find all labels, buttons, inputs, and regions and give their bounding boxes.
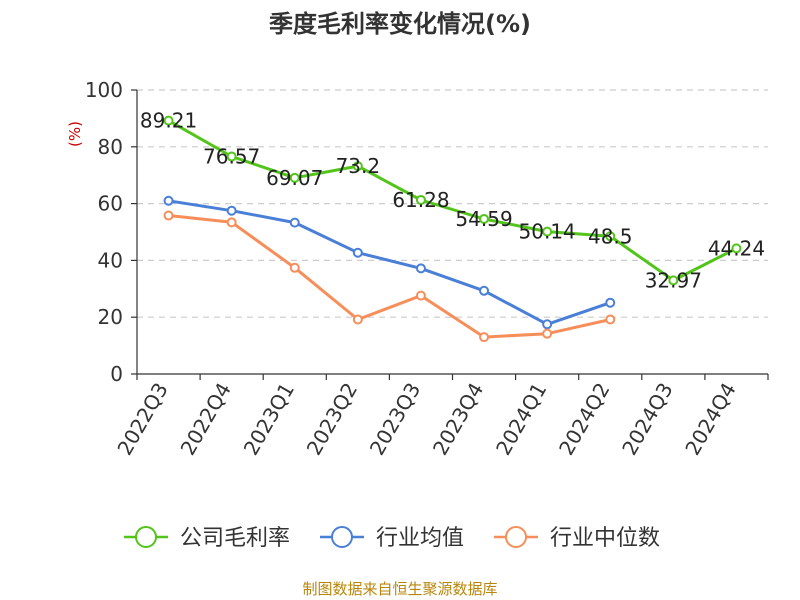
legend-swatch-marker	[135, 526, 157, 548]
data-point	[542, 328, 553, 339]
legend-label: 行业均值	[376, 526, 464, 551]
x-tick-label: 2024Q3	[617, 379, 677, 460]
data-label: 54.59	[455, 207, 512, 231]
data-point	[352, 247, 363, 258]
legend-swatch-marker	[505, 526, 527, 548]
data-label: 73.2	[336, 154, 381, 178]
x-tick-label: 2024Q1	[491, 379, 551, 460]
data-point	[226, 151, 237, 162]
legend-label: 行业中位数	[550, 526, 660, 551]
data-label: 61.28	[392, 188, 449, 212]
series-lines	[167, 119, 738, 339]
data-point	[415, 263, 426, 274]
x-tick-label: 2023Q3	[365, 379, 425, 460]
chart-title: 季度毛利率变化情况(%)	[269, 10, 531, 38]
series-line-1	[168, 199, 611, 326]
data-label: 69.07	[266, 166, 323, 190]
x-tick-label: 2023Q1	[239, 379, 299, 460]
data-label: 32.97	[645, 268, 702, 292]
x-tick-label: 2022Q4	[176, 379, 236, 460]
data-point	[352, 161, 363, 172]
data-point	[605, 297, 616, 308]
data-point	[163, 210, 174, 221]
legend-label: 公司毛利率	[180, 526, 290, 551]
x-tick-label: 2024Q2	[554, 379, 614, 460]
legend-item-2: 行业中位数	[494, 526, 660, 551]
y-tick-labels: 0 20 40 60 80 100	[85, 78, 123, 386]
data-point	[289, 262, 300, 273]
data-label: 50.14	[519, 220, 576, 244]
y-axis-label: (%)	[66, 121, 84, 147]
y-tick-label: 20	[98, 305, 123, 329]
data-point	[479, 213, 490, 224]
series-points	[163, 115, 742, 343]
x-tick-label: 2023Q2	[302, 379, 362, 460]
data-point	[415, 290, 426, 301]
y-tick-label: 80	[98, 135, 123, 159]
source-note: 制图数据来自恒生聚源数据库	[302, 580, 497, 598]
y-tick-label: 0	[110, 362, 123, 386]
y-tick-label: 40	[98, 248, 123, 272]
data-point	[605, 231, 616, 242]
data-point	[226, 217, 237, 228]
data-point	[289, 172, 300, 183]
data-label: 89.21	[140, 109, 197, 133]
data-point	[542, 319, 553, 330]
data-point	[226, 205, 237, 216]
x-tick-labels: 2022Q3 2022Q4 2023Q1 2023Q2 2023Q3 2023Q4 2024…	[112, 379, 740, 460]
legend-swatch-marker	[331, 526, 353, 548]
legend-item-1: 行业均值	[320, 526, 464, 551]
data-label: 76.57	[203, 145, 260, 169]
data-label: 48.5	[588, 224, 633, 248]
y-tick-label: 100	[85, 78, 123, 102]
data-point	[352, 314, 363, 325]
x-tick-label: 2022Q3	[112, 379, 172, 460]
data-point	[415, 194, 426, 205]
legend: 公司毛利率 行业均值 行业中位数	[124, 526, 660, 551]
series-line-0	[167, 119, 738, 282]
series-line-2	[168, 214, 611, 339]
data-point	[731, 243, 742, 254]
x-tick-label: 2024Q4	[680, 379, 740, 460]
data-point	[668, 275, 679, 286]
y-tick-label: 60	[98, 192, 123, 216]
data-point	[163, 115, 174, 126]
data-point	[163, 195, 174, 206]
data-label: 44.24	[708, 236, 765, 260]
data-point	[289, 217, 300, 228]
legend-item-0: 公司毛利率	[124, 526, 290, 551]
data-point	[479, 332, 490, 343]
data-point	[605, 314, 616, 325]
data-point	[542, 226, 553, 237]
axes	[131, 89, 769, 380]
x-tick-label: 2023Q4	[428, 379, 488, 460]
data-point	[479, 285, 490, 296]
